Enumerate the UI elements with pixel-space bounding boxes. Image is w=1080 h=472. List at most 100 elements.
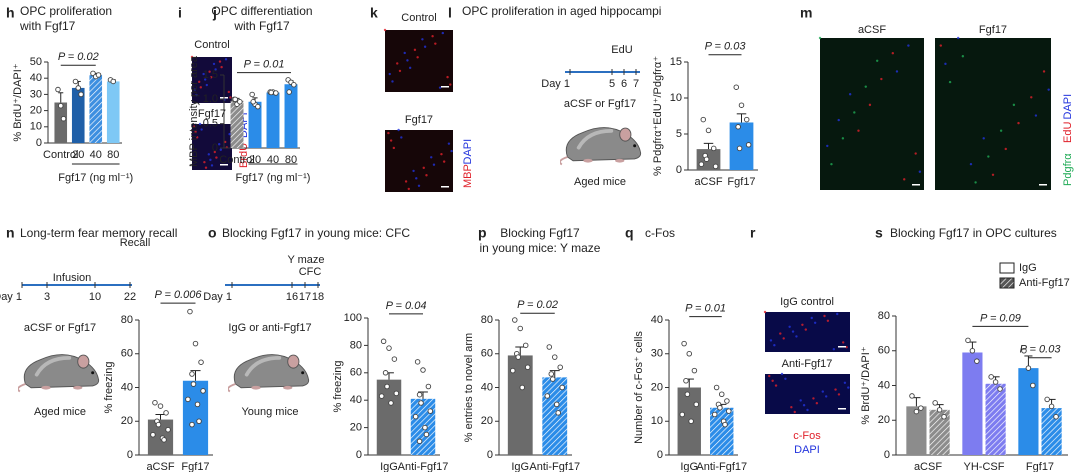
- data-point: [550, 376, 556, 382]
- mouse-illustration: [18, 352, 101, 394]
- data-point: [974, 358, 980, 364]
- cell-signal: [425, 174, 428, 177]
- cell-signal: [779, 332, 782, 335]
- cell-signal: [864, 85, 867, 88]
- cell-signal: [837, 118, 840, 122]
- scale-bar: [838, 346, 846, 348]
- cell-signal: [788, 325, 791, 328]
- cell-signal: [771, 379, 774, 382]
- cell-signal: [847, 386, 850, 389]
- cell-signal: [218, 60, 222, 63]
- cell-signal: [1030, 96, 1033, 99]
- x-axis-label: Fgf17 (ng ml⁻¹): [236, 172, 311, 184]
- data-point: [414, 359, 421, 365]
- micrograph: [385, 130, 453, 192]
- timeline-day: 16: [286, 291, 298, 303]
- cell-signal: [446, 75, 449, 79]
- cell-signal: [982, 137, 985, 140]
- data-point: [745, 142, 752, 148]
- cell-signal: [1017, 121, 1020, 125]
- cell-signal: [440, 152, 443, 156]
- stain-label: DAPI: [1062, 94, 1074, 120]
- cell-signal: [438, 86, 442, 89]
- legend-swatch: [999, 262, 1015, 274]
- cell-signal: [768, 374, 771, 378]
- data-point: [988, 374, 994, 380]
- bar: [542, 377, 568, 455]
- y-tick-label: 60: [878, 345, 890, 357]
- p-value: P = 0.01: [244, 58, 285, 70]
- y-tick-label: 10: [30, 121, 42, 133]
- y-tick-label: 50: [30, 56, 42, 68]
- timeline-day: 18: [312, 291, 324, 303]
- cell-signal: [914, 152, 917, 155]
- cell-signal: [857, 129, 860, 132]
- cell-signal: [804, 328, 807, 331]
- data-point: [155, 421, 162, 428]
- data-point: [165, 426, 171, 433]
- p-value: P = 0.04: [386, 300, 427, 312]
- cell-signal: [421, 38, 424, 41]
- data-point: [553, 401, 560, 408]
- data-point: [194, 401, 201, 408]
- data-point: [391, 356, 398, 362]
- chart-title: Blocking Fgf17 in OPC cultures: [890, 226, 1057, 240]
- p-value: P = 0.01: [685, 303, 726, 315]
- cell-signal: [220, 65, 223, 69]
- bar: [985, 383, 1006, 455]
- data-point: [1048, 403, 1055, 410]
- cell-signal: [196, 136, 199, 139]
- y-tick-label: 0: [127, 449, 133, 461]
- y-tick-label: 0.5: [203, 118, 218, 130]
- cell-signal: [784, 377, 787, 380]
- data-point: [524, 364, 531, 371]
- panel-letter: j: [212, 5, 217, 21]
- bar: [1041, 408, 1062, 455]
- y-tick-label: 1.5: [203, 69, 218, 81]
- chart-title: in young mice: Y maze: [480, 241, 601, 255]
- y-tick-label: 40: [481, 381, 493, 393]
- chart-title: with Fgf17: [19, 19, 76, 33]
- data-point: [422, 424, 428, 431]
- bar: [106, 81, 120, 143]
- data-point: [700, 116, 707, 123]
- chart-title: OPC proliferation: [20, 4, 112, 18]
- data-point: [384, 383, 390, 390]
- y-tick-label: 20: [121, 415, 133, 427]
- cell-signal: [961, 55, 965, 58]
- x-tick-label: Fgf17: [181, 461, 209, 472]
- cell-signal: [431, 35, 434, 38]
- y-tick-label: 40: [878, 379, 890, 391]
- data-point: [286, 89, 292, 95]
- data-point: [291, 81, 297, 88]
- y-tick-label: 80: [878, 310, 890, 322]
- data-point: [559, 384, 565, 391]
- data-point: [941, 414, 947, 420]
- cell-signal: [417, 184, 421, 187]
- cell-signal: [224, 58, 228, 61]
- panel-letter: k: [370, 5, 378, 21]
- cell-signal: [848, 93, 852, 96]
- bar: [284, 84, 298, 148]
- bar: [929, 409, 950, 455]
- data-point: [1025, 365, 1032, 371]
- data-point: [1044, 396, 1050, 403]
- data-point: [95, 72, 102, 78]
- y-tick-label: 40: [651, 314, 663, 326]
- data-point: [743, 116, 750, 123]
- cell-signal: [999, 129, 1003, 132]
- y-tick-label: 100: [344, 312, 362, 324]
- y-axis-label: % Pdgfrα⁺EdU⁺/Pdgfrα⁺: [652, 56, 664, 176]
- data-point: [557, 364, 563, 371]
- data-point: [250, 99, 256, 105]
- y-tick-label: 10: [670, 92, 682, 104]
- data-point: [679, 411, 685, 418]
- cell-signal: [791, 330, 795, 333]
- x-tick-label: Anti-Fgf17: [529, 461, 580, 472]
- data-point: [378, 393, 385, 399]
- y-tick-label: 40: [30, 72, 42, 84]
- data-point: [1030, 382, 1036, 389]
- data-point: [733, 84, 740, 90]
- data-point: [55, 86, 61, 93]
- cell-signal: [795, 335, 798, 338]
